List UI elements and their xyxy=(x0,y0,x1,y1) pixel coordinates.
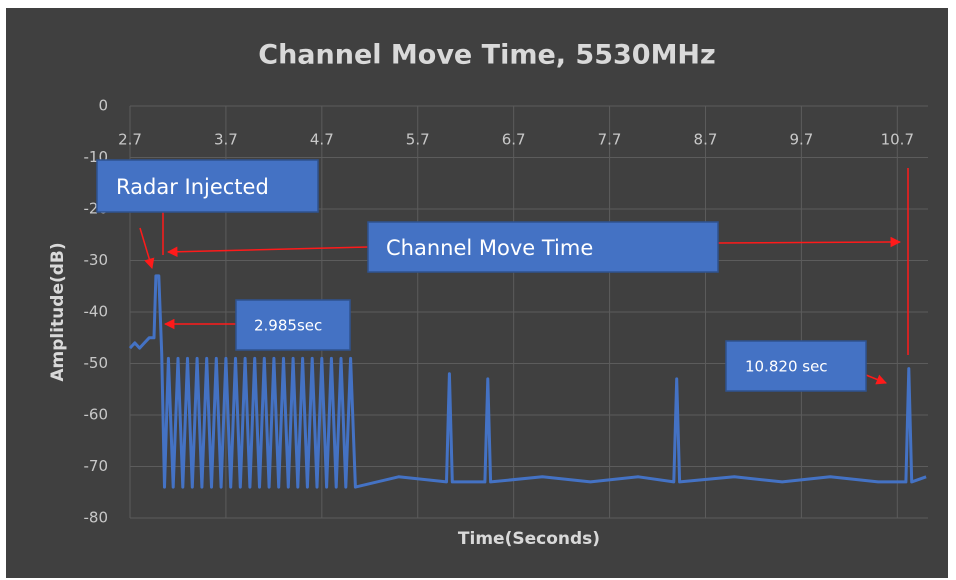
annotation-box xyxy=(96,159,319,213)
annotation-arrows xyxy=(139,168,909,385)
y-tick-label: -60 xyxy=(84,406,109,424)
x-tick-label: 9.7 xyxy=(789,131,813,149)
chart-title: Channel Move Time, 5530MHz xyxy=(258,40,716,71)
annotation: 10.820 sec xyxy=(745,358,828,376)
x-tick-label: 4.7 xyxy=(310,131,334,149)
arrow xyxy=(717,236,902,248)
x-tick-label: 10.7 xyxy=(881,131,914,149)
annotation: 2.985sec xyxy=(254,317,322,335)
annotation: Channel Move Time xyxy=(386,236,593,260)
x-axis-label: Time(Seconds) xyxy=(458,529,600,549)
arrow xyxy=(139,227,155,270)
y-tick-label: -70 xyxy=(84,457,109,475)
x-tick-label: 7.7 xyxy=(598,131,622,149)
arrow xyxy=(166,246,369,258)
chart-background xyxy=(6,8,948,578)
x-tick-label: 8.7 xyxy=(694,131,718,149)
annotation: Radar Injected xyxy=(116,175,269,199)
annotation-box xyxy=(367,221,719,273)
x-tick-label: 2.7 xyxy=(118,131,142,149)
annotation-box xyxy=(235,299,351,351)
y-axis-label: Amplitude(dB) xyxy=(48,242,68,381)
y-tick-label: -50 xyxy=(84,354,109,372)
annotation-boxes xyxy=(96,159,867,392)
annotation-box xyxy=(725,340,867,392)
line xyxy=(128,274,927,489)
y-tick-label: -40 xyxy=(84,303,109,321)
y-tick-label: -30 xyxy=(84,251,109,269)
x-tick-label: 3.7 xyxy=(214,131,238,149)
y-tick-label: 0 xyxy=(98,97,108,115)
arrow xyxy=(865,374,887,385)
x-tick-label: 6.7 xyxy=(502,131,526,149)
x-tick-label: 5.7 xyxy=(406,131,430,149)
y-tick-label: -80 xyxy=(84,509,109,527)
